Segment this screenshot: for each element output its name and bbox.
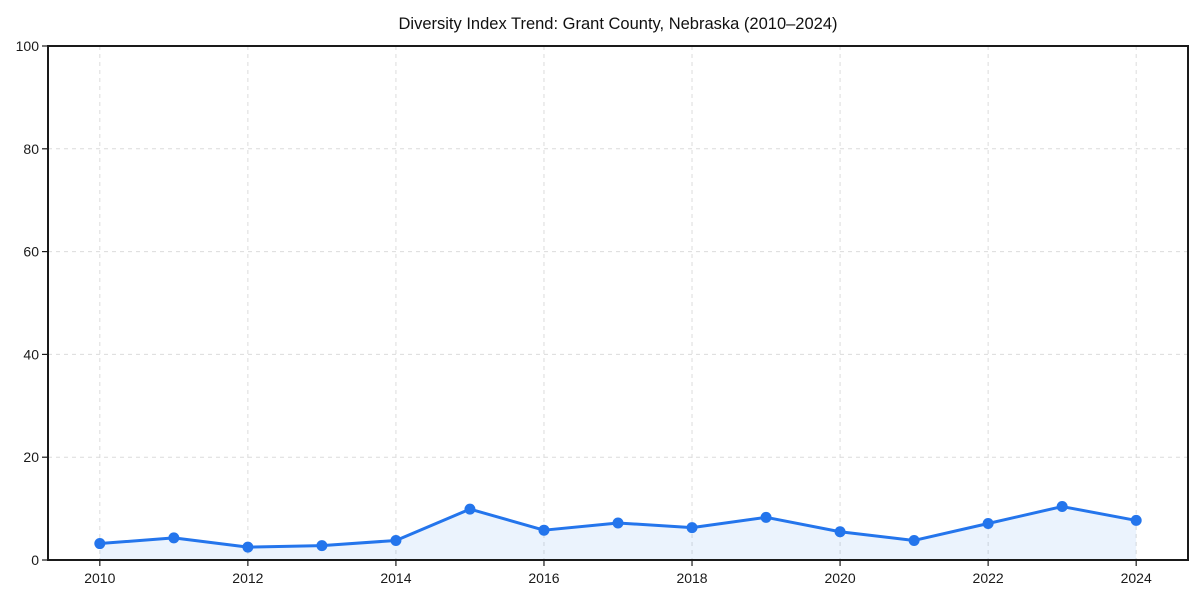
data-point-markers — [94, 501, 1142, 553]
y-tick-label: 0 — [31, 552, 39, 568]
axis-tick-labels: 2010 2012 2014 2016 2018 2020 2022 2024 0 20 40 60 8… — [16, 38, 1152, 586]
data-point-marker — [464, 503, 476, 515]
data-point-marker — [760, 511, 772, 523]
x-tick-label: 2018 — [676, 570, 707, 586]
y-tick-label: 80 — [23, 141, 39, 157]
data-point-marker — [1056, 501, 1068, 513]
data-point-marker — [834, 526, 846, 538]
x-tick-label: 2016 — [528, 570, 559, 586]
axes-spines — [47, 45, 1189, 561]
data-point-marker — [168, 532, 180, 544]
x-tick-label: 2024 — [1121, 570, 1152, 586]
data-point-marker — [242, 541, 254, 553]
x-tick-label: 2020 — [824, 570, 855, 586]
data-point-marker — [908, 534, 920, 546]
x-tick-label: 2022 — [973, 570, 1004, 586]
gridlines — [48, 45, 1188, 561]
plot-border — [47, 45, 1189, 561]
data-point-marker — [538, 524, 550, 536]
data-point-marker — [316, 540, 328, 552]
area-fill-layer — [99, 506, 1137, 560]
area-fill — [99, 506, 1137, 560]
data-point-marker — [686, 522, 698, 534]
data-point-marker — [390, 534, 402, 546]
y-tick-label: 40 — [23, 346, 39, 362]
data-point-marker — [982, 518, 994, 530]
data-point-marker — [1130, 514, 1142, 526]
x-tick-label: 2010 — [84, 570, 115, 586]
x-tick-label: 2014 — [380, 570, 411, 586]
chart-title: Diversity Index Trend: Grant County, Neb… — [399, 15, 838, 33]
y-tick-label: 60 — [23, 244, 39, 260]
data-point-marker — [612, 517, 624, 529]
x-tick-label: 2012 — [232, 570, 263, 586]
y-tick-label: 20 — [23, 449, 39, 465]
axis-ticks — [42, 45, 1137, 566]
y-tick-label: 100 — [16, 38, 40, 54]
data-point-marker — [94, 538, 106, 550]
